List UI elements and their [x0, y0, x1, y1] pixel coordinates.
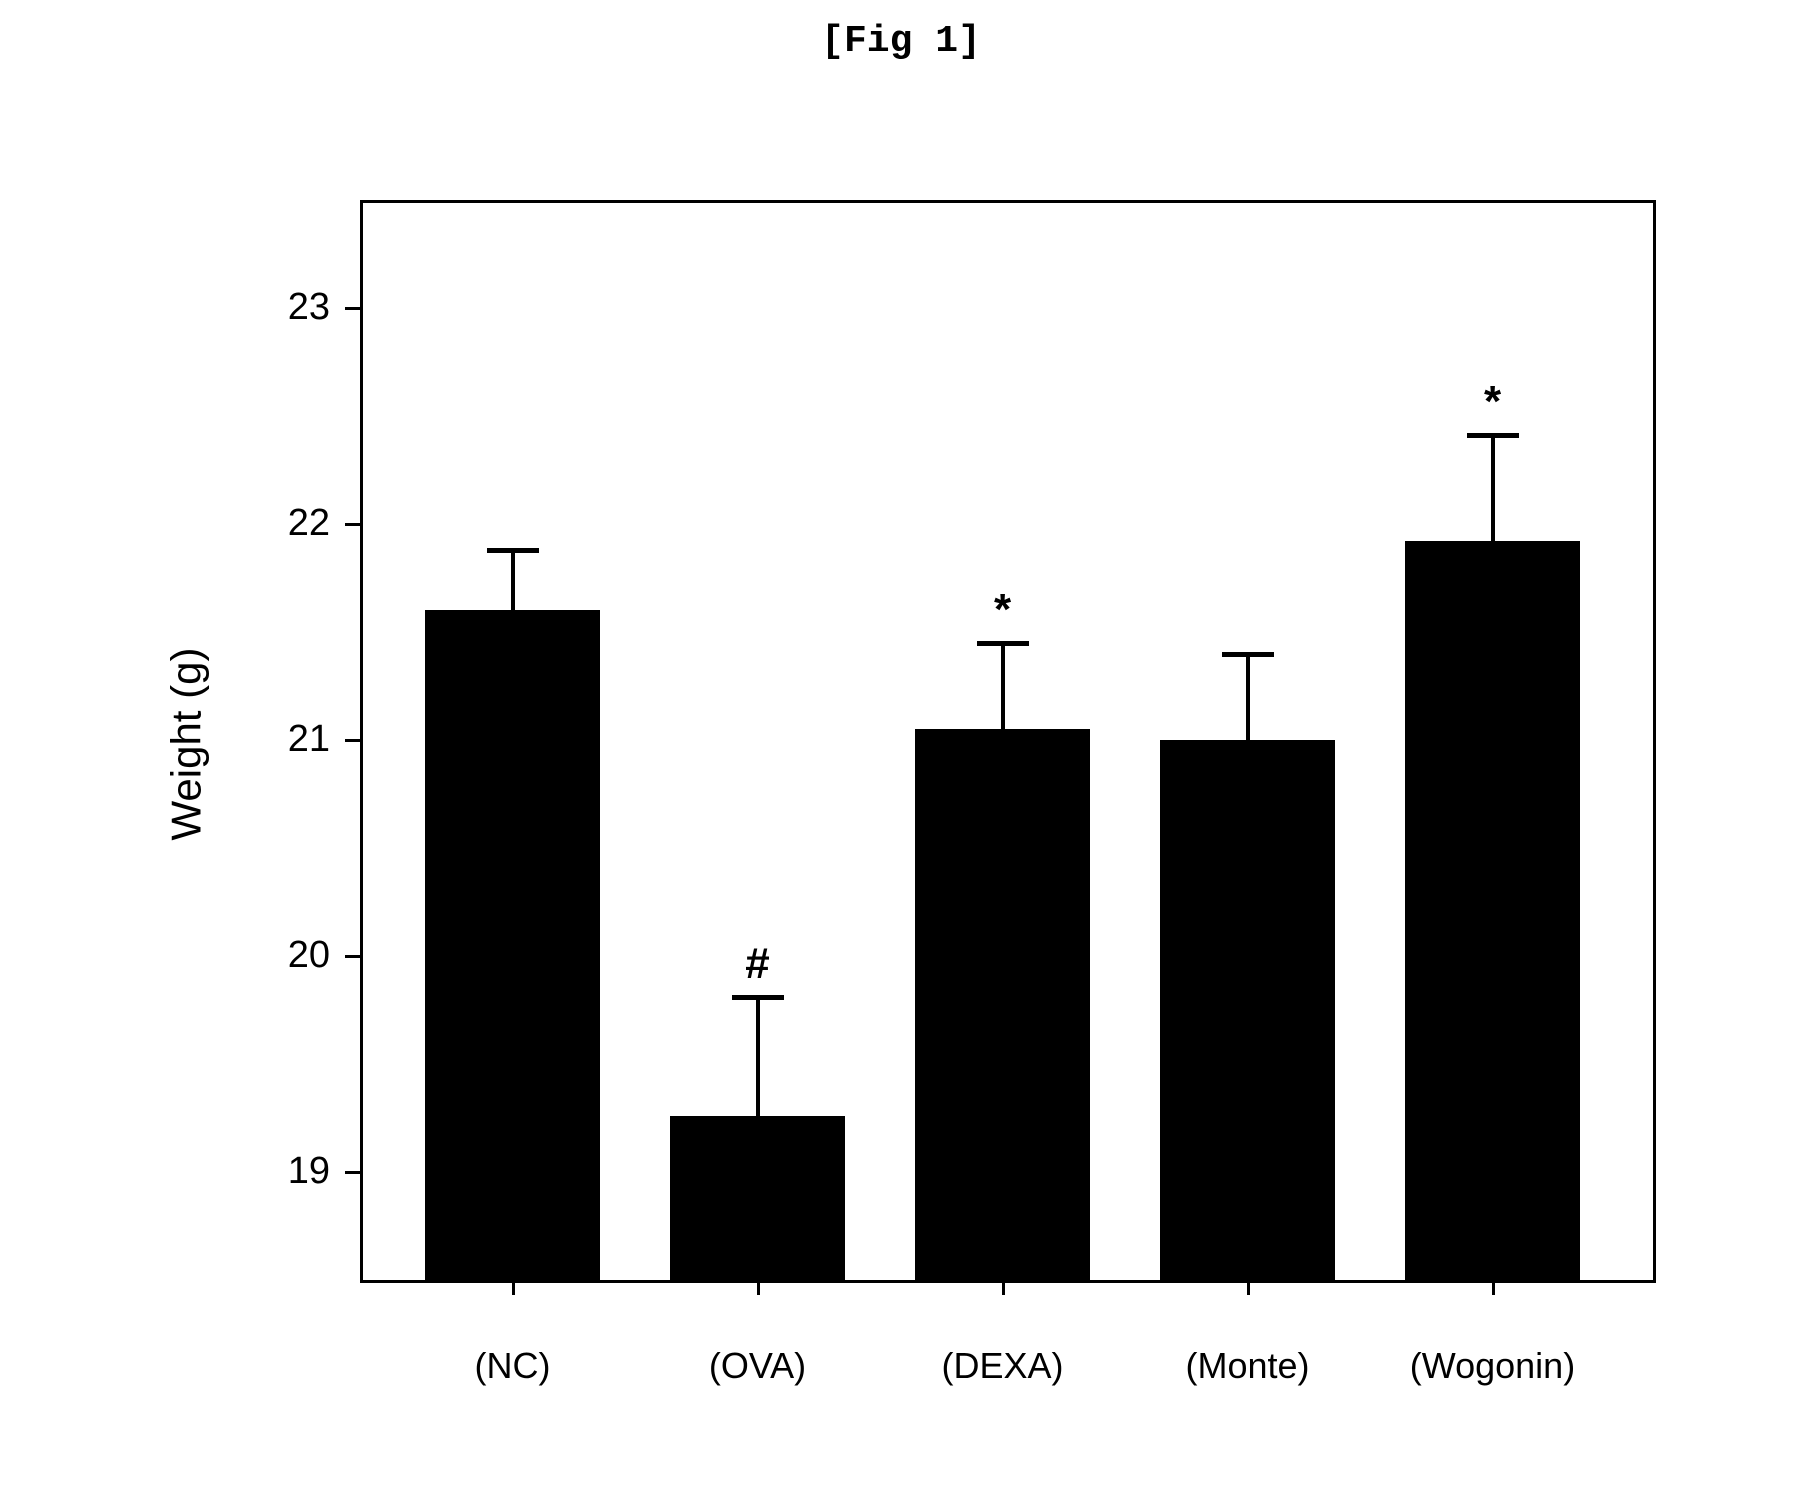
y-tick-label: 21	[250, 718, 330, 761]
y-tick	[345, 307, 360, 310]
x-tick	[512, 1280, 515, 1295]
bar	[425, 610, 600, 1280]
error-bar-cap	[1222, 652, 1274, 657]
error-bar	[511, 550, 515, 610]
error-bar	[1246, 654, 1250, 740]
x-tick	[1492, 1280, 1495, 1295]
y-tick	[345, 739, 360, 742]
x-tick-label: (NC)	[403, 1345, 623, 1387]
error-bar	[756, 997, 760, 1116]
y-tick-label: 23	[250, 286, 330, 329]
x-tick-label: (OVA)	[648, 1345, 868, 1387]
y-tick	[345, 1171, 360, 1174]
bar	[670, 1116, 845, 1280]
y-tick-label: 20	[250, 934, 330, 977]
bar	[1405, 541, 1580, 1280]
error-bar	[1491, 435, 1495, 541]
x-tick	[1247, 1280, 1250, 1295]
x-tick-label: (DEXA)	[893, 1345, 1113, 1387]
bar	[1160, 740, 1335, 1280]
y-tick-label: 22	[250, 502, 330, 545]
error-bar	[1001, 643, 1005, 729]
error-bar-cap	[732, 995, 784, 1000]
figure-title: [Fig 1]	[821, 20, 981, 63]
x-tick	[1002, 1280, 1005, 1295]
error-bar-cap	[977, 641, 1029, 646]
significance-marker: *	[1463, 377, 1523, 427]
bar	[915, 729, 1090, 1280]
y-tick	[345, 523, 360, 526]
x-axis-baseline	[360, 1280, 1653, 1283]
error-bar-cap	[1467, 433, 1519, 438]
x-tick-label: (Monte)	[1138, 1345, 1358, 1387]
y-axis-label: Weight (g)	[162, 648, 210, 841]
significance-marker: *	[973, 585, 1033, 635]
y-tick	[345, 955, 360, 958]
significance-marker: #	[728, 939, 788, 989]
x-tick-label: (Wogonin)	[1383, 1345, 1603, 1387]
error-bar-cap	[487, 548, 539, 553]
x-tick	[757, 1280, 760, 1295]
y-tick-label: 19	[250, 1150, 330, 1193]
figure-container: [Fig 1] Weight (g) 19 20 21 22 23 (NC) # (OVA) * (…	[0, 0, 1802, 1509]
